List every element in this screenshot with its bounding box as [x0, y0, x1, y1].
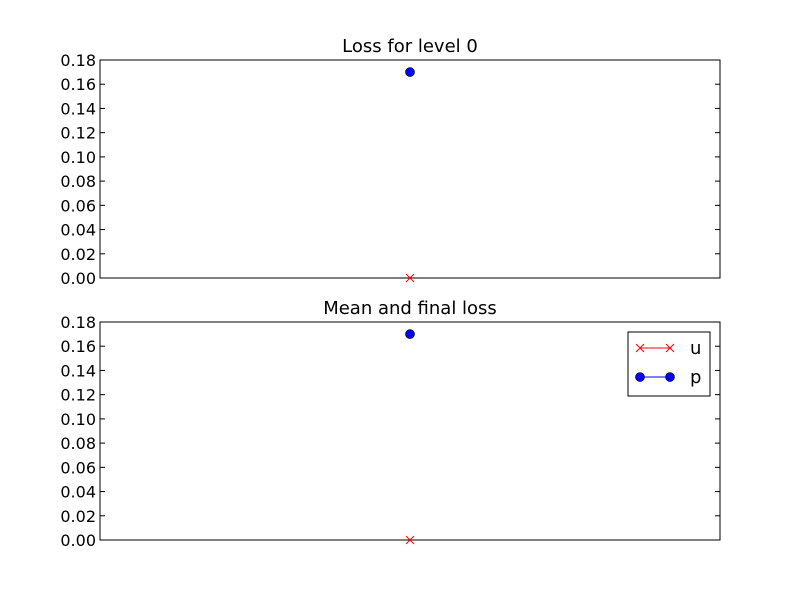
legend-label-p: p: [690, 367, 701, 388]
legend-marker-p: [665, 372, 675, 382]
legend-box: [627, 331, 711, 397]
y-tick-label: 0.10: [60, 148, 96, 167]
chart-title: Mean and final loss: [323, 298, 497, 319]
y-tick-label: 0.02: [60, 507, 96, 526]
y-tick-label: 0.00: [60, 531, 96, 550]
chart-title: Loss for level 0: [342, 36, 478, 57]
legend-item-u: u: [635, 338, 701, 359]
y-tick-label: 0.10: [60, 410, 96, 429]
y-tick-label: 0.02: [60, 245, 96, 264]
y-tick-label: 0.16: [60, 337, 96, 356]
y-tick-label: 0.00: [60, 269, 96, 288]
data-point-p: [405, 329, 415, 339]
y-tick-label: 0.12: [60, 124, 96, 143]
axes-frame: [99, 59, 721, 279]
axes-frame: [99, 321, 721, 541]
data-point-u: [405, 535, 415, 545]
legend-marker-p: [635, 372, 645, 382]
y-tick-label: 0.04: [60, 483, 96, 502]
subplot-loss-level-0: Loss for level 0 0.00 0.02 0.04 0.06 0.08 0.10…: [60, 36, 721, 288]
legend-item-p: p: [635, 367, 701, 388]
legend-label-u: u: [690, 338, 701, 359]
data-point-u: [405, 273, 415, 283]
y-tick-label: 0.08: [60, 434, 96, 453]
y-tick-label: 0.06: [60, 458, 96, 477]
y-tick-label: 0.06: [60, 196, 96, 215]
y-tick-label: 0.04: [60, 221, 96, 240]
y-tick-label: 0.12: [60, 386, 96, 405]
y-tick-label: 0.18: [60, 51, 96, 70]
y-tick-label: 0.14: [60, 99, 96, 118]
y-tick-label: 0.16: [60, 75, 96, 94]
legend-marker-u: [635, 343, 645, 353]
y-tick-label: 0.08: [60, 172, 96, 191]
subplot-mean-final-loss: Mean and final loss 0.00 0.02 0.04 0.06 0.08 0…: [60, 298, 721, 550]
legend: up: [627, 331, 711, 397]
data-point-p: [405, 67, 415, 77]
y-tick-label: 0.18: [60, 313, 96, 332]
legend-marker-u: [665, 343, 675, 353]
y-tick-label: 0.14: [60, 361, 96, 380]
